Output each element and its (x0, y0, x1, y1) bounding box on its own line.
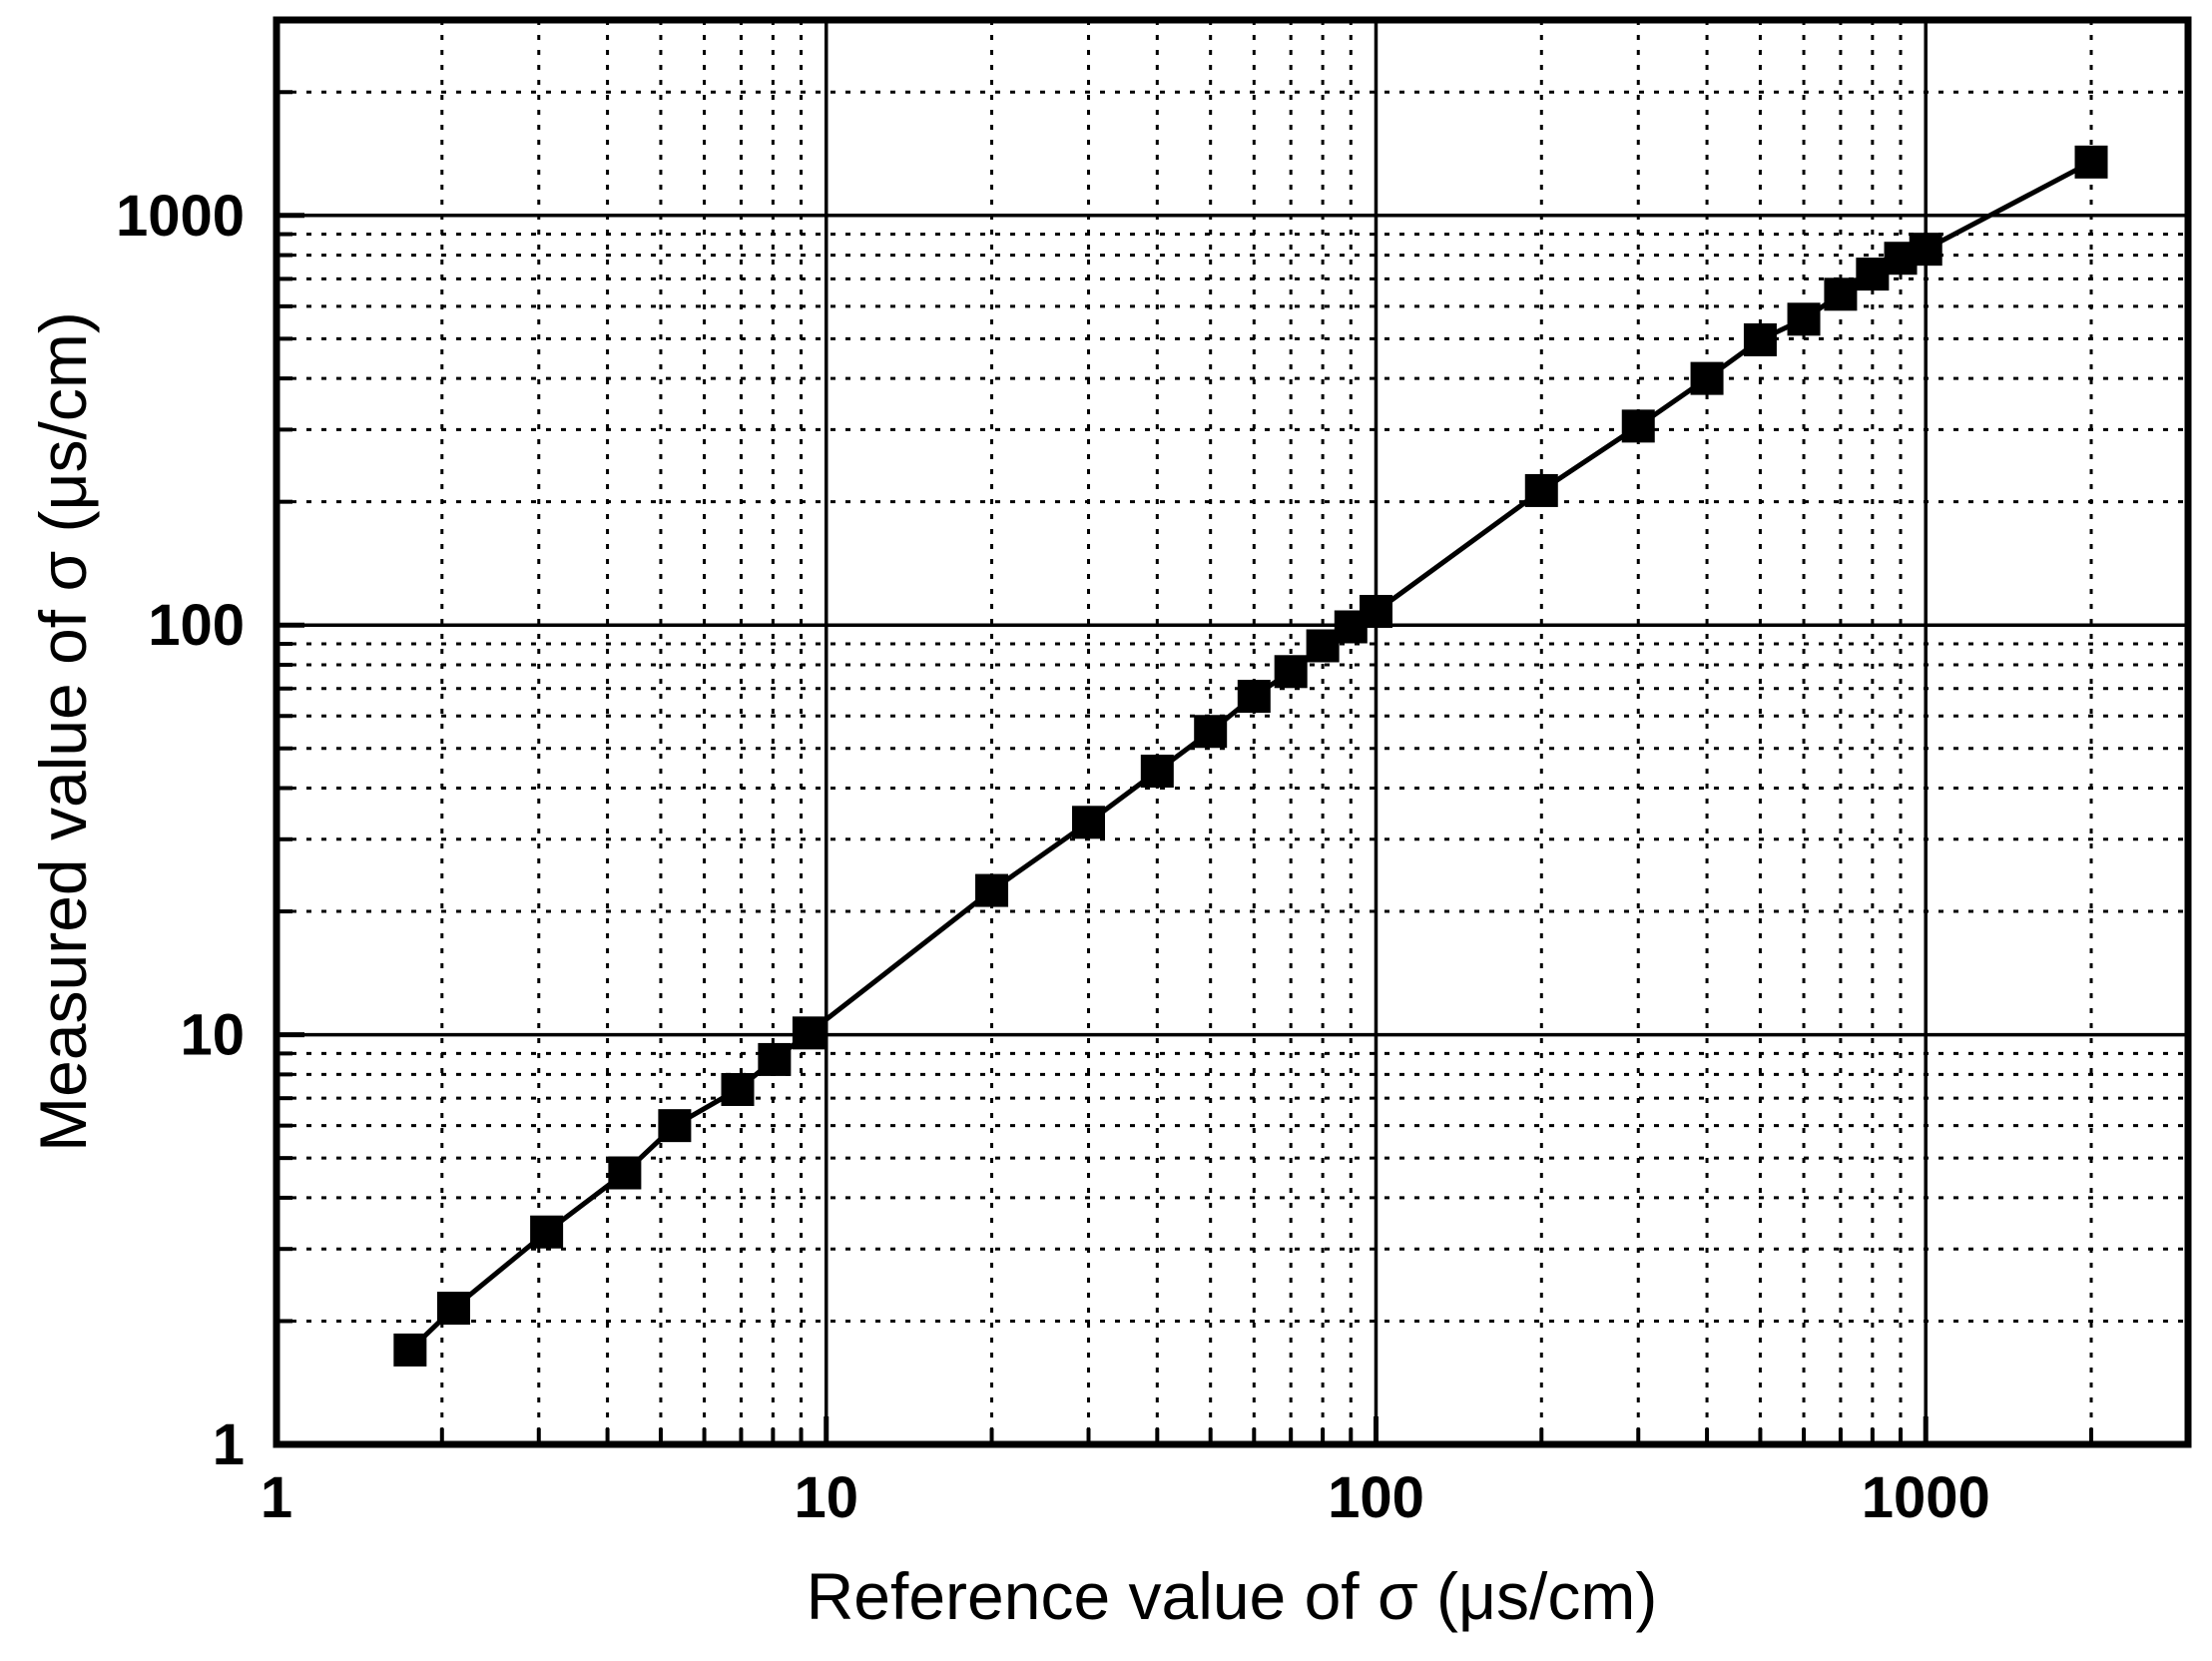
data-point-marker (1072, 806, 1106, 839)
data-point-marker (1274, 655, 1308, 689)
data-point-marker (792, 1016, 826, 1050)
y-tick-label: 10 (180, 1003, 245, 1068)
data-point-marker (1194, 715, 1228, 749)
y-tick-label: 1000 (116, 184, 245, 249)
data-point-marker (1359, 594, 1392, 628)
y-axis-title: Measured value of σ (μs/cm) (26, 311, 100, 1152)
y-tick-label: 100 (148, 593, 245, 658)
x-tick-label: 10 (794, 1465, 858, 1530)
x-tick-label: 1000 (1862, 1465, 1990, 1530)
plot-frame (273, 16, 2192, 1448)
data-point-marker (1237, 680, 1271, 714)
data-point-marker (1787, 302, 1821, 336)
y-tick-label: 1 (213, 1412, 245, 1477)
data-point-marker (758, 1042, 792, 1076)
data-point-marker (436, 1292, 470, 1326)
data-point-marker (1824, 277, 1858, 311)
data-point-marker (1524, 473, 1558, 507)
data-point-marker (1856, 258, 1890, 291)
plot-generated-layers: 11 10 10 100 100 1000 1000 (116, 16, 2192, 1530)
data-point-marker (1690, 361, 1724, 395)
data-point-marker (2074, 145, 2108, 179)
data-point-marker (658, 1109, 692, 1143)
data-point-marker (608, 1156, 642, 1190)
data-point-marker (393, 1333, 427, 1367)
data-point-marker (1743, 322, 1777, 356)
data-point-marker (1621, 409, 1655, 443)
data-point-marker (975, 873, 1009, 907)
data-point-marker (1140, 755, 1174, 789)
data-point-marker (1306, 629, 1340, 663)
x-tick-label: 1 (261, 1465, 292, 1530)
data-point-marker (530, 1215, 564, 1249)
x-axis-title: Reference value of σ (μs/cm) (807, 1559, 1658, 1633)
x-tick-label: 100 (1328, 1465, 1424, 1530)
data-point-marker (1909, 233, 1942, 267)
data-point-marker (721, 1072, 755, 1106)
